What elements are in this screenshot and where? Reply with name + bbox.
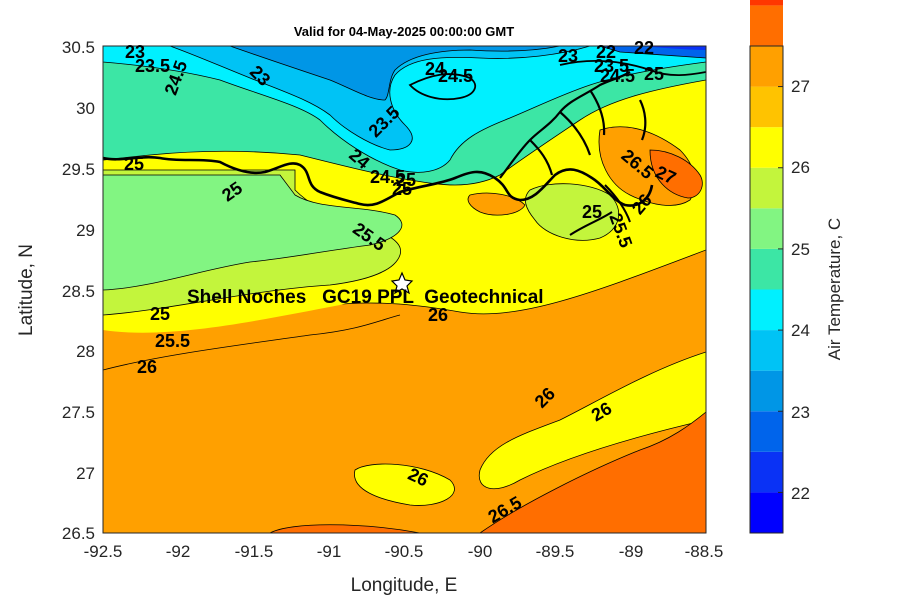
contour-label: 25 xyxy=(150,304,170,324)
colorbar-tick-label: 23 xyxy=(791,403,810,422)
band-26-river xyxy=(467,192,526,216)
contour-label: 25 xyxy=(644,64,664,84)
contour-label: 24 xyxy=(425,59,445,79)
contour-label: 22 xyxy=(596,42,616,62)
colorbar-swatch xyxy=(750,451,783,493)
contour-label: 23.5 xyxy=(594,56,629,76)
coastline-delta xyxy=(499,71,647,179)
contour-label: 24.5 xyxy=(370,167,405,187)
colorbar-swatch xyxy=(750,248,783,290)
y-tick-label: 27.5 xyxy=(62,403,95,422)
y-tick-label: 29.5 xyxy=(62,160,95,179)
colorbar-swatch xyxy=(750,370,783,412)
colorbar-swatch xyxy=(750,167,783,209)
x-axis: -92.5 -92 -91.5 -91 -90.5 -90 -89.5 -89 … xyxy=(84,542,724,596)
temperature-field xyxy=(103,46,706,533)
colorbar-tick-label: 25 xyxy=(791,240,810,259)
contour-labels: 23 23.5 24.5 23 23.5 24 24.5 23 22 22 23… xyxy=(124,38,679,527)
band-21.5-22 xyxy=(640,46,706,50)
contour-label: 25 xyxy=(392,179,412,199)
x-tick-label: -90.5 xyxy=(385,542,424,561)
x-tick-label: -88.5 xyxy=(685,542,724,561)
colorbar-swatch xyxy=(750,411,783,452)
coastline-east xyxy=(569,184,631,236)
colorbar-swatch xyxy=(750,208,783,249)
x-tick-label: -91.5 xyxy=(235,542,274,561)
x-axis-label: Longitude, E xyxy=(351,575,458,596)
x-tick-label: -89.5 xyxy=(536,542,575,561)
y-tick-label: 30 xyxy=(76,99,95,118)
contour-label: 26 xyxy=(137,357,157,377)
y-tick-label: 28.5 xyxy=(62,282,95,301)
y-tick-label: 27 xyxy=(76,464,95,483)
site-annotation: Shell Noches GC19 PPL Geotechnical xyxy=(187,287,544,308)
contour-26-south xyxy=(103,314,401,371)
contour-label: 26 xyxy=(428,305,448,325)
y-tick-label: 28 xyxy=(76,342,95,361)
contour-label: 24.5 xyxy=(600,66,635,86)
colorbar-swatch xyxy=(750,492,783,533)
colorbar-tick-label: 24 xyxy=(791,321,810,340)
band-26-tongue xyxy=(478,351,706,489)
colorbar-swatch xyxy=(750,5,783,46)
x-tick-label: -92.5 xyxy=(84,542,123,561)
contour-label: 24.5 xyxy=(438,66,473,86)
colorbar-tick-label: 22 xyxy=(791,484,810,503)
band-25-east xyxy=(525,183,620,241)
contour-label: 23 xyxy=(125,42,145,62)
colorbar-tick-label: 26 xyxy=(791,158,810,177)
band-26.5-27-bottom xyxy=(269,524,421,533)
y-tick-label: 29 xyxy=(76,221,95,240)
band-24.5-25 xyxy=(103,174,403,291)
colorbar-swatch xyxy=(750,330,783,371)
colorbar-swatch xyxy=(750,86,783,128)
contour-label: 23 xyxy=(558,46,578,66)
colorbar-frame xyxy=(749,45,784,534)
contour-label: 25 xyxy=(124,154,144,174)
contour-label: 25 xyxy=(582,202,602,222)
band-22.5-23 xyxy=(229,46,561,101)
contour-label: 23.5 xyxy=(135,56,170,76)
x-tick-label: -92 xyxy=(166,542,191,561)
y-axis-label: Latitude, N xyxy=(16,244,37,336)
colorbar-tick-label: 27 xyxy=(791,77,810,96)
y-axis: 30.5 30 29.5 29 28.5 28 27.5 27 26.5 Lat… xyxy=(16,38,95,543)
band-27-27.5-east xyxy=(649,149,703,199)
y-tick-label: 26.5 xyxy=(62,524,95,543)
contour-label: 22 xyxy=(634,38,654,58)
colorbar-swatch xyxy=(750,127,783,168)
plot-frame xyxy=(102,45,707,534)
plot-title: Valid for 04-May-2025 00:00:00 GMT xyxy=(294,24,514,39)
y-tick-label: 30.5 xyxy=(62,38,95,57)
colorbar-swatch xyxy=(750,0,783,6)
band-26.5-27-south xyxy=(479,411,706,533)
colorbar-swatch xyxy=(750,46,783,87)
coastline-north xyxy=(408,59,706,101)
x-tick-label: -91 xyxy=(317,542,342,561)
star-marker xyxy=(390,271,414,295)
band-26-pocket xyxy=(354,463,455,506)
x-tick-label: -89 xyxy=(619,542,644,561)
colorbar xyxy=(749,0,784,534)
contour-label: 25 xyxy=(396,170,416,190)
colorbar-swatch xyxy=(750,289,783,331)
contour-label: 25.5 xyxy=(155,331,190,351)
coastline xyxy=(103,155,654,207)
colorbar-label: Air Temperature, C xyxy=(825,218,844,360)
x-tick-label: -90 xyxy=(468,542,493,561)
colorbar-ticks: 27 26 25 24 23 22 xyxy=(791,77,810,503)
